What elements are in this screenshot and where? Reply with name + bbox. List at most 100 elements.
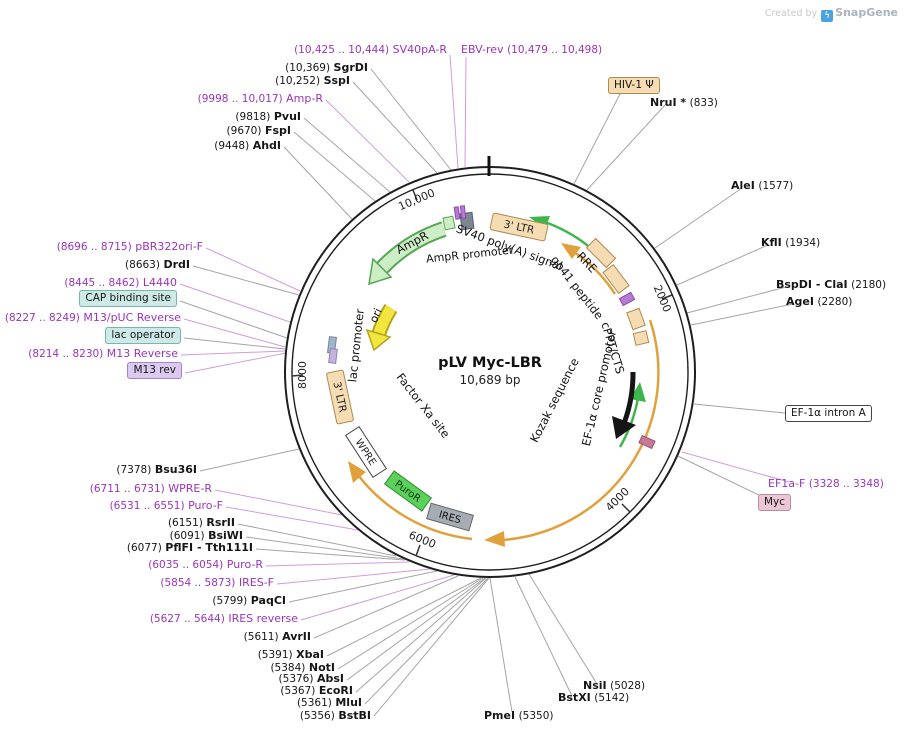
puror-box: PuroR — [383, 470, 433, 512]
site-position: (5356) — [299, 710, 335, 722]
site-position: (10,479 .. 10,498) — [507, 44, 603, 56]
site-position: (8445 .. 8462) — [64, 277, 140, 289]
ampr-promoter-label: AmpR promoter — [425, 243, 514, 265]
scale-ticks — [291, 189, 673, 557]
callout-ef1a-intron-a: EF-1α intron A — [785, 405, 872, 422]
site-position: (5391) — [257, 649, 293, 661]
enzyme-name: SspI — [323, 74, 350, 87]
primer-connector-lines — [179, 54, 790, 621]
callout-bstxi: BstXI (5142) — [558, 691, 629, 705]
orange-arrowhead-bottom — [484, 531, 505, 547]
callout-fspi: (9670) FspI — [227, 124, 291, 138]
enzyme-name: SgrDI — [333, 61, 368, 74]
tick-8000: 8000 — [296, 361, 309, 389]
site-position: (833) — [689, 97, 718, 109]
callout-puro-r: (6035 .. 6054) Puro-R — [148, 558, 263, 572]
site-position: (6151) — [167, 517, 203, 529]
enzyme-name: BstBI — [338, 709, 371, 722]
ef1a-intron-a-tag: EF-1α intron A — [785, 405, 872, 422]
site-position: (8696 .. 8715) — [56, 241, 132, 253]
callout-bstbi: (5356) BstBI — [300, 709, 371, 723]
callout-m13-rev: M13 rev — [127, 362, 182, 379]
callout-drdi: (8663) DrdI — [125, 258, 190, 272]
enzyme-name: DrdI — [163, 258, 190, 271]
site-position: (5611) — [243, 631, 279, 643]
enzyme-name: XbaI — [296, 648, 324, 661]
callout-hiv1-psi: HIV-1 Ψ — [608, 77, 660, 94]
snapgene-logo-icon: ϟ — [821, 10, 834, 22]
m13-rev-tag: M13 rev — [127, 362, 182, 379]
primer-name: L4440 — [142, 276, 177, 289]
cap-binding-site-tag: CAP binding site — [79, 290, 177, 307]
site-position: (6091) — [169, 530, 205, 542]
callout-absi: (5376) AbsI — [279, 672, 344, 686]
lac-promoter-label: lac promoter — [345, 308, 367, 383]
site-position: (5028) — [610, 680, 646, 692]
site-position: (6077) — [126, 542, 162, 554]
primer-name: EBV-rev — [461, 43, 504, 56]
site-position: (5854 .. 5873) — [160, 577, 236, 589]
callout-nsii: NsiI (5028) — [583, 679, 645, 693]
backbone-ring — [284, 156, 696, 578]
site-position: (2180) — [851, 279, 887, 291]
site-position: (5350) — [518, 710, 554, 722]
tick-2000: 2000 — [651, 283, 674, 314]
callout-pvui: (9818) PvuI — [235, 110, 301, 124]
myc-marker — [638, 434, 656, 450]
callout-cap-binding-site: CAP binding site — [79, 290, 177, 307]
callout-rsrii: (6151) RsrII — [168, 516, 235, 530]
primer-marker — [618, 291, 636, 307]
plasmid-name: pLV Myc-LBR — [438, 355, 542, 371]
site-position: (6035 .. 6054) — [148, 559, 224, 571]
lac-operator-tag: lac operator — [105, 327, 181, 344]
site-position: (9818) — [235, 111, 271, 123]
callout-noti: (5384) NotI — [270, 661, 335, 675]
callout-ires-reverse: (5627 .. 5644) IRES reverse — [150, 612, 298, 626]
callout-bspdi-clai: BspDI - ClaI (2180) — [776, 278, 886, 292]
site-position: (10,252) — [275, 75, 321, 87]
sv40pa-primer-marker — [453, 206, 461, 220]
callout-sspi: (10,252) SspI — [275, 74, 350, 88]
callout-ecori: (5367) EcoRI — [280, 684, 353, 698]
tick-10000: 10,000 — [396, 186, 437, 213]
watermark-created-by: Created by — [764, 8, 818, 19]
site-position: (5376) — [278, 673, 314, 685]
primer-name: M13/pUC Reverse — [83, 311, 181, 324]
ef1a-core-promoter-label: EF-1α core promoter — [579, 329, 619, 448]
enzyme-name: PvuI — [273, 110, 301, 123]
primer-name: Amp-R — [286, 92, 323, 105]
plasmid-size: 10,689 bp — [459, 373, 521, 387]
callout-m13-reverse: (8214 .. 8230) M13 Reverse — [28, 347, 178, 361]
enzyme-name: NruI * — [650, 96, 687, 109]
enzyme-name: AbsI — [316, 672, 344, 685]
site-position: (8214 .. 8230) — [28, 348, 104, 360]
callout-amp-r: (9998 .. 10,017) Amp-R — [198, 92, 323, 106]
enzyme-name: BspDI - ClaI — [776, 278, 848, 291]
callout-ebv-rev: EBV-rev (10,479 .. 10,498) — [461, 43, 602, 57]
site-position: (3328 .. 3348) — [808, 478, 884, 490]
callout-paqci: (5799) PaqCI — [212, 594, 286, 608]
site-position: (1577) — [758, 180, 794, 192]
site-position: (7378) — [116, 464, 152, 476]
site-position: (9670) — [226, 125, 262, 137]
promoter-arrowhead — [612, 416, 636, 439]
site-position: (8663) — [125, 259, 160, 271]
callout-bsiwi: (6091) BsiWI — [170, 529, 243, 543]
gp41-box — [602, 264, 630, 294]
green-arrowhead-right — [630, 382, 646, 402]
primer-name: Puro-R — [226, 558, 263, 571]
enzyme-name: FspI — [264, 124, 291, 137]
callout-avrii: (5611) AvrII — [244, 630, 311, 644]
primer-name: EF1a-F — [768, 477, 806, 490]
ebv-primer-marker — [459, 205, 467, 219]
callout-myc: Myc — [758, 494, 792, 511]
callout-lac-operator: lac operator — [105, 327, 181, 344]
orange-arrowhead-top — [561, 243, 581, 259]
enzyme-name: PflFI - Tth111I — [165, 541, 253, 554]
enzyme-name: BstXI — [558, 691, 591, 704]
callout-wpre-r: (6711 .. 6731) WPRE-R — [90, 482, 212, 496]
enzyme-name: NotI — [308, 661, 335, 674]
ori-label: ori — [367, 306, 385, 324]
primer-name: Puro-F — [188, 499, 223, 512]
